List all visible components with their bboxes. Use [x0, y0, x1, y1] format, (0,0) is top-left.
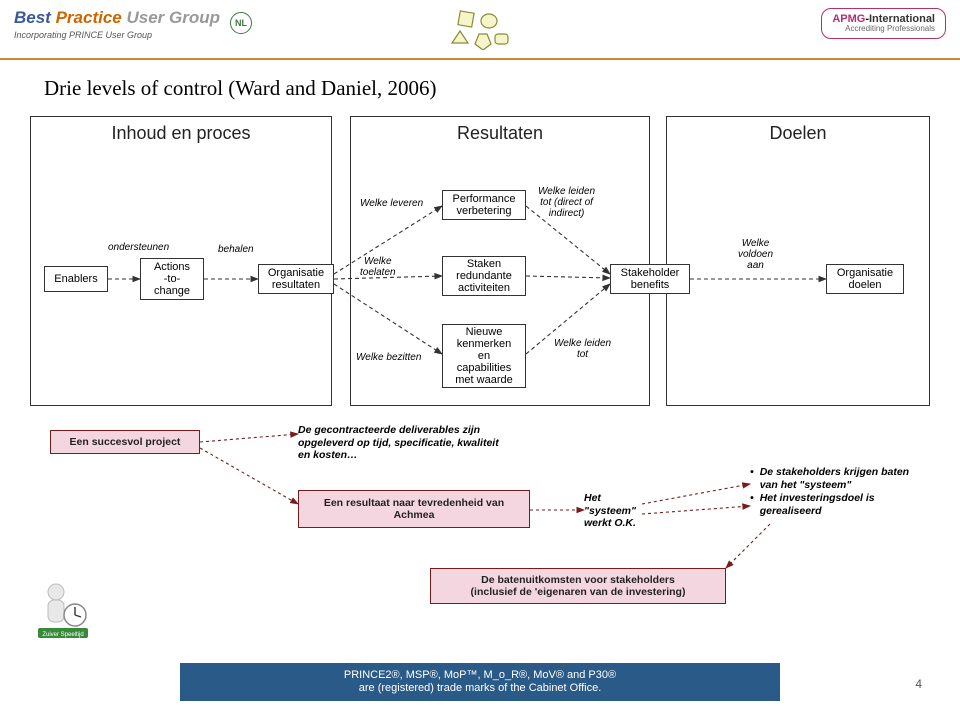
- node-orgres: Organisatieresultaten: [258, 264, 334, 294]
- header-divider: [0, 58, 960, 60]
- page-title: Drie levels of control (Ward and Daniel,…: [44, 76, 437, 101]
- label-leveren: Welke leveren: [360, 198, 423, 209]
- label-leidtot1: Welke leidentot (direct ofindirect): [538, 186, 595, 219]
- node-nieuwe: Nieuwekenmerkenencapabilitiesmet waarde: [442, 324, 526, 388]
- node-enablers: Enablers: [44, 266, 108, 292]
- col-header-result: Resultaten: [351, 117, 649, 148]
- label-bezitten: Welke bezitten: [356, 352, 421, 363]
- label-behalen: behalen: [218, 244, 254, 255]
- main-diagram: Inhoud en proces Resultaten Doelen Enabl…: [30, 116, 930, 416]
- box-baten: De batenuitkomsten voor stakeholders(inc…: [430, 568, 726, 604]
- logo-subtitle: Incorporating PRINCE User Group: [14, 30, 220, 40]
- node-staken: Stakenredundanteactiviteiten: [442, 256, 526, 296]
- shapes-icon: [445, 10, 515, 55]
- svg-text:Zuiver Speeltijd: Zuiver Speeltijd: [42, 632, 83, 638]
- bp-logo-text: Best Practice User Group: [14, 8, 220, 28]
- node-actions: Actions-to-change: [140, 258, 204, 300]
- label-toelaten: Welketoelaten: [360, 256, 396, 278]
- label-ondersteunen: ondersteunen: [108, 242, 169, 253]
- page-header: Best Practice User Group Incorporating P…: [0, 0, 960, 58]
- column-doelen: Doelen: [666, 116, 930, 406]
- node-orgdoel: Organisatiedoelen: [826, 264, 904, 294]
- mascot-icon: Zuiver Speeltijd: [36, 580, 92, 640]
- box-resultaat: Een resultaat naar tevredenheid vanAchme…: [298, 490, 530, 528]
- logo-ug: User Group: [126, 8, 220, 27]
- node-stakben: Stakeholderbenefits: [610, 264, 690, 294]
- bp-logo: Best Practice User Group Incorporating P…: [14, 8, 252, 40]
- col-header-doelen: Doelen: [667, 117, 929, 148]
- node-perf: Performanceverbetering: [442, 190, 526, 220]
- page-number: 4: [915, 677, 922, 691]
- text-systeem: Het"systeem"werkt O.K.: [584, 492, 644, 530]
- logo-practice: Practice: [56, 8, 127, 27]
- bullet-list: •De stakeholders krijgen baten van het "…: [750, 466, 920, 519]
- label-voldoen: Welkevoldoenaan: [738, 238, 773, 271]
- logo-best: Best: [14, 8, 56, 27]
- apmg-sub: Accrediting Professionals: [832, 25, 935, 34]
- apmg-logo: APMG-International Accrediting Professio…: [821, 8, 946, 39]
- box-succes: Een succesvol project: [50, 430, 200, 454]
- label-leidtot2: Welke leidentot: [554, 338, 611, 360]
- text-deliverables: De gecontracteerde deliverables zijnopge…: [298, 424, 558, 462]
- footer-line2: are (registered) trade marks of the Cabi…: [180, 682, 780, 695]
- footer-line1: PRINCE2®, MSP®, MoP™, M_o_R®, MoV® and P…: [180, 669, 780, 682]
- col-header-inhoud: Inhoud en proces: [31, 117, 331, 148]
- bottom-section: Een succesvol project De gecontracteerde…: [30, 430, 930, 640]
- nl-badge: NL: [230, 12, 252, 34]
- page-footer: PRINCE2®, MSP®, MoP™, M_o_R®, MoV® and P…: [180, 663, 780, 701]
